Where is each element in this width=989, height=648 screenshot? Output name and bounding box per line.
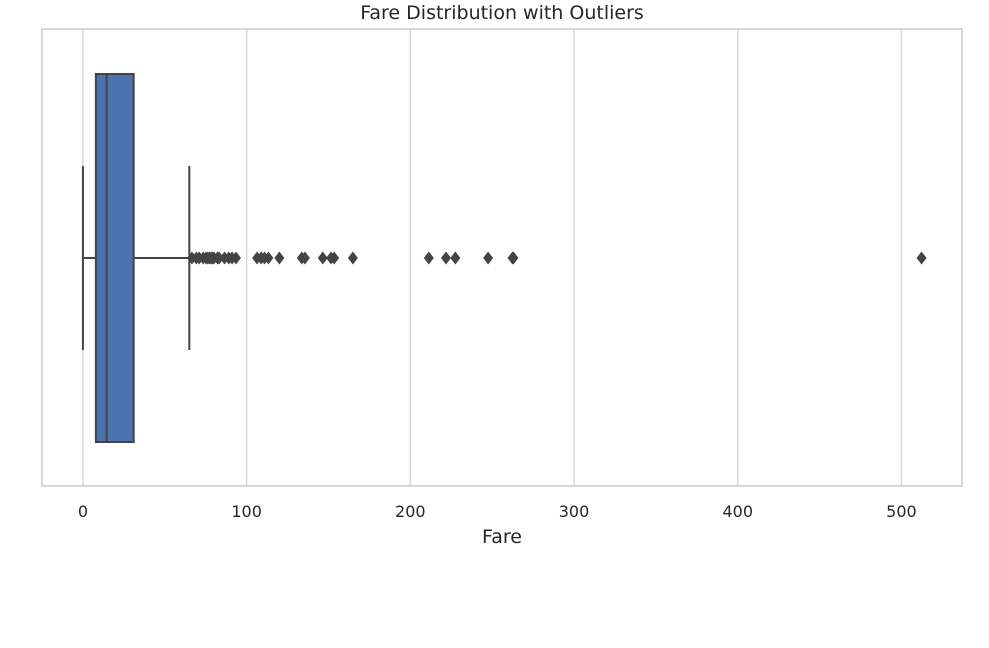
x-tick-label-100: 100 (231, 502, 262, 521)
x-tick-label-400: 400 (722, 502, 753, 521)
outlier-point-15 (230, 251, 241, 265)
x-tick-label-300: 300 (559, 502, 590, 521)
outlier-point-27 (423, 251, 434, 265)
outlier-point-33 (916, 251, 927, 265)
gridlines (82, 29, 903, 486)
x-tick-label-0: 0 (78, 502, 88, 521)
outlier-point-29 (450, 251, 461, 265)
outlier-point-20 (274, 251, 285, 265)
outlier-point-25 (329, 251, 340, 265)
outlier-points (186, 251, 927, 265)
x-tick-labels: 0 100 200 300 400 500 (78, 502, 917, 521)
outlier-point-30 (483, 251, 494, 265)
outlier-point-32 (508, 251, 519, 265)
outlier-point-19 (263, 251, 274, 265)
x-tick-label-200: 200 (395, 502, 426, 521)
x-axis-label: Fare (482, 526, 522, 548)
outlier-point-28 (441, 251, 452, 265)
chart-title: Fare Distribution with Outliers (360, 2, 644, 24)
plot-frame (41, 28, 963, 487)
outlier-point-22 (299, 251, 310, 265)
x-tick-label-500: 500 (886, 502, 917, 521)
outlier-point-11 (214, 251, 225, 265)
iqr-box (94, 73, 135, 443)
boxplot-elements (81, 73, 191, 443)
outlier-point-26 (347, 251, 358, 265)
outlier-point-23 (317, 251, 328, 265)
